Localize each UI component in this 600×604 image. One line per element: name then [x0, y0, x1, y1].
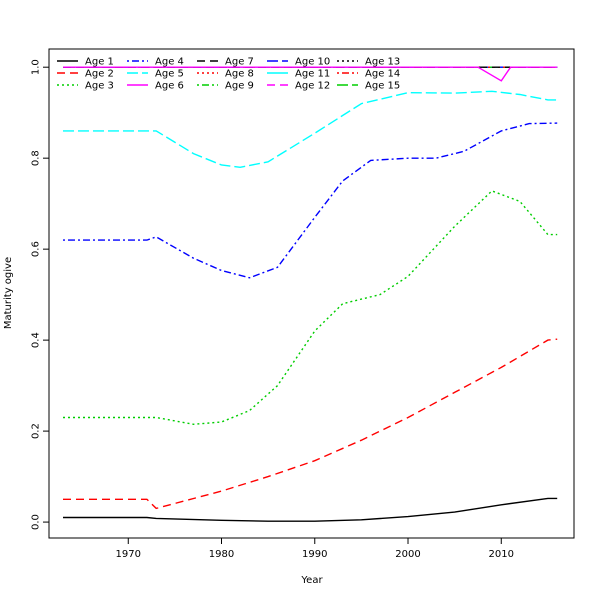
x-tick-label: 2000: [395, 549, 420, 560]
legend-label: Age 12: [295, 81, 330, 92]
legend-label: Age 8: [225, 69, 254, 80]
y-tick-label: 0.4: [31, 332, 42, 348]
series-line-age-2: [63, 338, 558, 510]
series-line-age-3: [63, 190, 558, 426]
x-axis-label: Year: [300, 575, 323, 586]
series-line-age-5: [63, 90, 558, 169]
y-tick-label: 0.0: [31, 514, 42, 530]
y-axis: 0.0 0.2 0.4 0.6 0.8 1.0: [31, 59, 50, 530]
legend-label: Age 1: [85, 57, 114, 68]
legend-label: Age 4: [155, 57, 184, 68]
x-tick-label: 2010: [489, 549, 514, 560]
x-tick-label: 1990: [302, 549, 327, 560]
series-line-age-1: [63, 497, 558, 522]
legend-label: Age 15: [365, 81, 400, 92]
legend-label: Age 7: [225, 57, 254, 68]
legend-label: Age 5: [155, 69, 184, 80]
x-axis: 1970 1980 1990 2000 2010: [116, 537, 514, 560]
legend-label: Age 13: [365, 57, 400, 68]
x-tick-label: 1980: [209, 549, 234, 560]
plot-frame: [48, 48, 575, 539]
legend-label: Age 14: [365, 69, 400, 80]
series-line-age-4: [63, 122, 558, 279]
y-tick-label: 0.2: [31, 423, 42, 439]
legend-label: Age 6: [155, 81, 184, 92]
legend-label: Age 11: [295, 69, 330, 80]
legend-label: Age 10: [295, 57, 330, 68]
y-tick-label: 1.0: [31, 59, 42, 75]
legend-label: Age 3: [85, 81, 114, 92]
series-layer: [63, 66, 558, 522]
series-line-age-6: [63, 66, 558, 82]
y-tick-label: 0.8: [31, 150, 42, 166]
y-tick-label: 0.6: [31, 241, 42, 257]
x-tick-label: 1970: [116, 549, 141, 560]
legend-label: Age 9: [225, 81, 254, 92]
y-axis-label: Maturity ogive: [3, 257, 14, 329]
legend-label: Age 2: [85, 69, 114, 80]
